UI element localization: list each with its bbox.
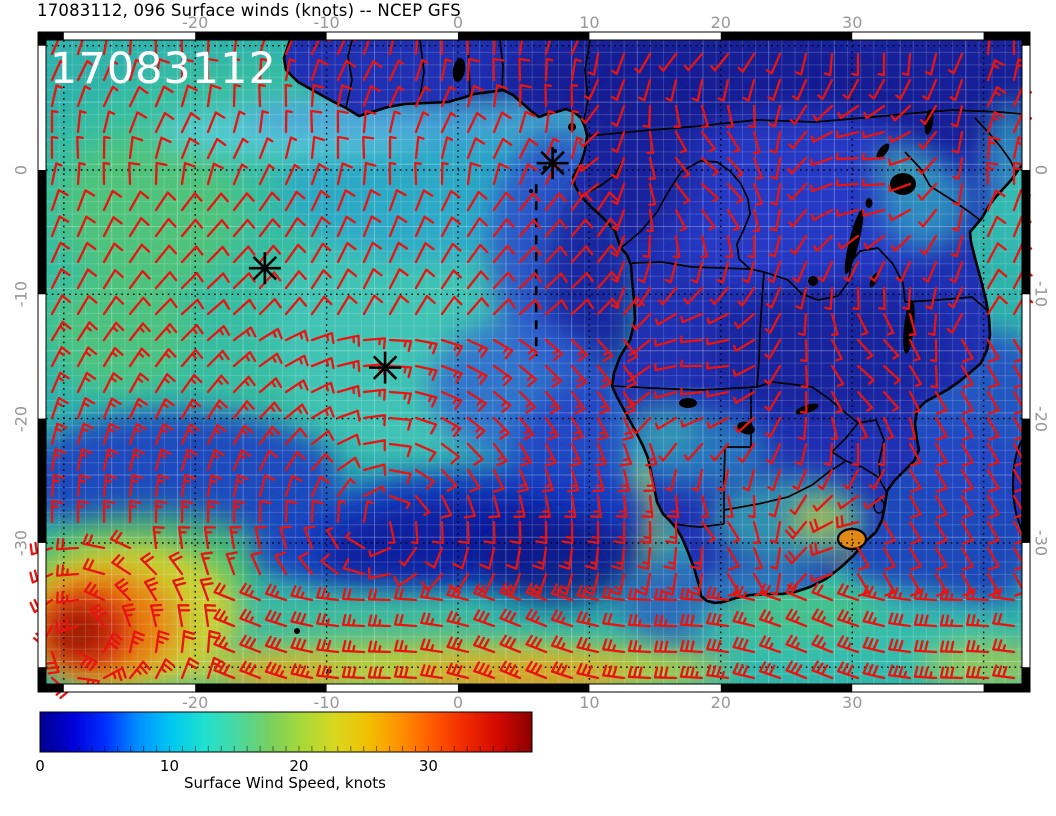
lake (679, 398, 697, 408)
x-axis-tick-label-bottom: 10 (579, 693, 600, 712)
island-dot (529, 189, 533, 193)
y-axis-tick-label-right: -20 (1031, 405, 1051, 432)
country-border (583, 40, 591, 121)
country-border (499, 40, 504, 91)
island-dot (294, 628, 300, 634)
station-star-marker (369, 351, 402, 384)
x-axis-tick-label-top: 0 (452, 13, 464, 32)
x-axis-tick-label-top: 30 (842, 13, 863, 32)
country-border (345, 40, 353, 109)
x-axis-tick-label-top: -20 (182, 13, 209, 32)
country-border (723, 446, 751, 524)
colorbar-tick-label: 20 (289, 757, 309, 775)
country-border (418, 40, 425, 104)
colorbar-tick-label: 0 (35, 757, 45, 775)
y-axis-tick-label-left: -10 (11, 281, 31, 308)
station-star-marker (248, 252, 281, 285)
country-border (586, 109, 1022, 137)
colorbar-caption: Surface Wind Speed, knots (183, 774, 387, 792)
country-border (904, 296, 988, 311)
lake (876, 143, 890, 159)
lake (737, 421, 755, 435)
colorbar-tick-label: 10 (159, 757, 180, 775)
country-border (723, 460, 887, 511)
lake (844, 209, 864, 275)
country-border (877, 247, 906, 303)
y-axis-tick-label-left: 0 (11, 164, 31, 176)
map-canvas (46, 40, 1022, 684)
lake (808, 276, 818, 286)
lake (452, 58, 466, 82)
country-border (857, 419, 885, 478)
country-border (929, 185, 981, 221)
x-axis-tick-label-top: 20 (710, 13, 731, 32)
x-axis-tick-label-top: -10 (313, 13, 340, 32)
country-border (620, 160, 765, 273)
map-frame (37, 31, 1031, 693)
y-axis-tick-label-left: -30 (11, 529, 31, 556)
country-border (611, 381, 813, 391)
x-axis-tick-label-bottom: -20 (182, 693, 209, 712)
chart-title: 17083112, 096 Surface winds (knots) -- N… (37, 1, 461, 20)
lake (890, 173, 916, 195)
x-axis-tick-label-bottom: 0 (452, 693, 464, 712)
y-axis-tick-label-right: -10 (1031, 281, 1051, 308)
x-axis-tick-label-bottom: 20 (710, 693, 731, 712)
island-dot (553, 149, 557, 153)
y-axis-tick-label-right: 0 (1031, 164, 1051, 176)
x-axis-tick-label-top: 10 (579, 13, 600, 32)
x-axis-tick-label-bottom: 30 (842, 693, 863, 712)
station-star-marker (536, 147, 569, 180)
colorbar-tick-label: 30 (418, 757, 438, 775)
lake (903, 300, 915, 354)
y-axis-tick-label-right: -30 (1031, 529, 1051, 556)
lake (865, 198, 873, 208)
wind-barbs (29, 31, 1034, 700)
run-id-overlay: 17083112 (50, 44, 277, 94)
colorbar (39, 711, 533, 753)
country-border (756, 271, 765, 388)
y-axis-tick-label-left: -20 (11, 405, 31, 432)
colorbar-minor-ticks (52, 746, 520, 751)
country-border (763, 247, 879, 301)
x-axis-tick-label-bottom: -10 (313, 693, 340, 712)
country-border (674, 523, 725, 528)
country-border (631, 261, 751, 270)
